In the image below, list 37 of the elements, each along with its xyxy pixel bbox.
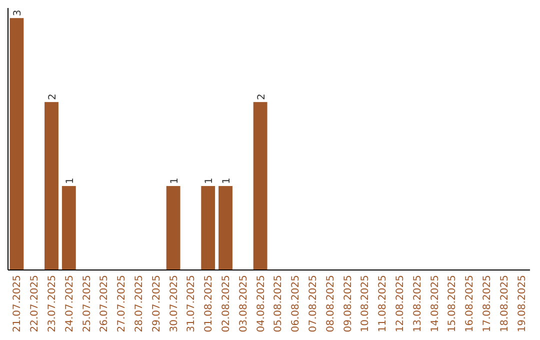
x-tick-label: 12.08.2025 — [395, 275, 406, 332]
data-label: 2 — [48, 94, 58, 100]
x-tick-label: 25.07.2025 — [82, 275, 93, 332]
x-tick-label: 28.07.2025 — [134, 275, 145, 332]
data-label: 1 — [204, 178, 216, 184]
x-tick-label: 11.08.2025 — [378, 275, 389, 332]
x-tick-label: 07.08.2025 — [308, 275, 319, 332]
data-label: 3 — [12, 10, 24, 16]
x-tick-label: 19.08.2025 — [516, 275, 528, 332]
x-tick-label: 16.08.2025 — [464, 275, 476, 332]
data-label: 1 — [169, 178, 180, 184]
x-tick-label: 02.08.2025 — [221, 275, 232, 332]
x-tick-label: 04.08.2025 — [256, 275, 267, 332]
x-tick-label: 23.07.2025 — [47, 275, 58, 332]
x-tick-label: 24.07.2025 — [64, 275, 76, 332]
x-tick-label: 17.08.2025 — [482, 275, 493, 332]
x-tick-label: 05.08.2025 — [273, 275, 284, 332]
x-tick-label: 09.08.2025 — [342, 275, 354, 332]
x-tick-label: 13.08.2025 — [412, 275, 424, 332]
data-label: 1 — [222, 178, 232, 184]
x-tick-label: 18.08.2025 — [499, 275, 510, 332]
data-label: 1 — [64, 178, 76, 184]
x-tick-label: 15.08.2025 — [447, 275, 458, 332]
x-tick-label: 06.08.2025 — [290, 275, 302, 332]
x-tick-label: 01.08.2025 — [204, 275, 215, 332]
x-tick-label: 22.07.2025 — [30, 275, 41, 332]
x-tick-label: 31.07.2025 — [186, 275, 198, 332]
x-tick-label: 27.07.2025 — [116, 275, 128, 332]
x-tick-label: 30.07.2025 — [168, 275, 180, 332]
x-tick-label: 26.07.2025 — [99, 275, 110, 332]
x-tick-label: 29.07.2025 — [151, 275, 162, 332]
x-tick-label: 21.07.2025 — [12, 275, 24, 332]
x-tick-label: 14.08.2025 — [430, 275, 441, 332]
x-tick-label: 08.08.2025 — [325, 275, 336, 332]
data-label: 2 — [256, 94, 268, 100]
x-tick-label: 03.08.2025 — [238, 275, 250, 332]
x-tick-label: 10.08.2025 — [360, 275, 372, 332]
